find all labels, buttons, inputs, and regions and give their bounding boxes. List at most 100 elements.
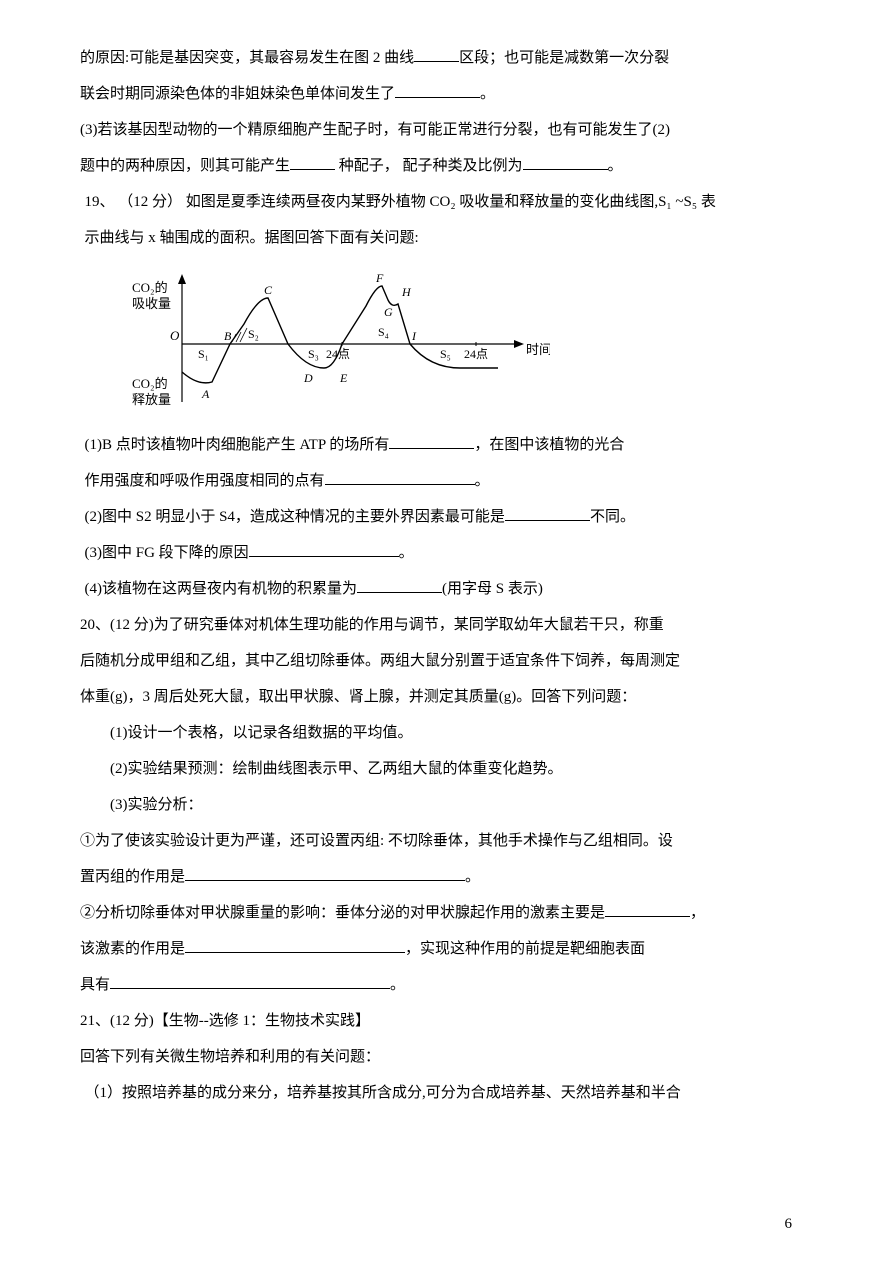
y-axis-arrow — [178, 274, 186, 284]
text: 的原因:可能是基因突变，其最容易发生在图 2 曲线 — [80, 50, 414, 66]
area-s1: S₁ — [198, 347, 209, 361]
q21-title: 21、(12 分)【生物--选修 1：生物技术实践】 — [80, 1003, 812, 1039]
text: 回答下列有关微生物培养和利用的有关问题： — [80, 1049, 380, 1065]
q20-line-2: 后随机分成甲组和乙组，其中乙组切除垂体。两组大鼠分别置于适宜条件下饲养，每周测定 — [80, 643, 812, 679]
pt-H: H — [401, 285, 412, 299]
text: 。 — [480, 86, 495, 102]
y-top-label-2: 吸收量 — [132, 296, 171, 311]
q19-2: (2)图中 S2 明显小于 S4，造成这种情况的主要外界因素最可能是 不同。 — [80, 499, 812, 535]
q20-sub-3: (3)实验分析： — [80, 787, 812, 823]
pt-I: I — [411, 329, 417, 343]
blank-segment — [414, 44, 459, 62]
blank-equal-points — [325, 467, 475, 485]
blank-factor — [505, 503, 590, 521]
blank-receptor — [110, 971, 390, 989]
text: 具有 — [80, 977, 110, 993]
text: 联会时期同源染色体的非姐妹染色单体间发生了 — [80, 86, 395, 102]
text: 体重(g)，3 周后处死大鼠，取出甲状腺、肾上腺，并测定其质量(g)。回答下列问… — [80, 689, 636, 705]
text: 该激素的作用是 — [80, 941, 185, 957]
blank-hormone — [605, 899, 690, 917]
tick-label-24-1: 24点 — [326, 347, 350, 361]
pt-G: G — [384, 305, 393, 319]
x-axis-label: 时间 — [526, 342, 550, 357]
area-s3: S₃ — [308, 347, 319, 361]
q20-analysis-1b: 置丙组的作用是 。 — [80, 859, 812, 895]
q20-sub-2: (2)实验结果预测：绘制曲线图表示甲、乙两组大鼠的体重变化趋势。 — [80, 751, 812, 787]
text: (3)图中 FG 段下降的原因 — [85, 545, 249, 561]
q19-3: (3)图中 FG 段下降的原因 。 — [80, 535, 812, 571]
q19-line-2: 示曲线与 x 轴围成的面积。据图回答下面有关问题: — [80, 220, 812, 256]
blank-ratio — [523, 152, 608, 170]
text: 不同。 — [590, 509, 635, 525]
text: 21、(12 分)【生物--选修 1：生物技术实践】 — [80, 1013, 370, 1029]
pt-D: D — [303, 371, 313, 385]
blank-control-purpose — [185, 863, 465, 881]
q19-1a: (1)B 点时该植物叶肉细胞能产生 ATP 的场所有 ，在图中该植物的光合 — [80, 427, 812, 463]
text: ， — [690, 905, 705, 921]
text: ，实现这种作用的前提是靶细胞表面 — [405, 941, 645, 957]
text: 。 — [399, 545, 414, 561]
co2-graph-svg: CO₂的 吸收量 CO₂的 释放量 O 时间 S₁ S₂ S₃ S₄ S₅ 24… — [120, 264, 550, 419]
q20-analysis-2b: 该激素的作用是 ，实现这种作用的前提是靶细胞表面 — [80, 931, 812, 967]
co2-graph: CO₂的 吸收量 CO₂的 释放量 O 时间 S₁ S₂ S₃ S₄ S₅ 24… — [120, 264, 550, 419]
blank-function — [185, 935, 405, 953]
text: （1）按照培养基的成分来分，培养基按其所含成分,可分为合成培养基、天然培养基和半… — [85, 1085, 681, 1101]
q19-4: (4)该植物在这两昼夜内有机物的积累量为 (用字母 S 表示) — [80, 571, 812, 607]
text: ②分析切除垂体对甲状腺重量的影响：垂体分泌的对甲状腺起作用的激素主要是 — [80, 905, 605, 921]
q20-analysis-1a: ①为了使该实验设计更为严谨，还可设置丙组: 不切除垂体，其他手术操作与乙组相同。… — [80, 823, 812, 859]
q20-sub-1: (1)设计一个表格，以记录各组数据的平均值。 — [80, 715, 812, 751]
y-bot-label-1: CO₂的 — [132, 376, 168, 391]
text: (2)图中 S2 明显小于 S4，造成这种情况的主要外界因素最可能是 — [85, 509, 505, 525]
pt-F: F — [375, 271, 384, 285]
pt-E: E — [339, 371, 348, 385]
text: 。 — [475, 473, 490, 489]
text: 后随机分成甲组和乙组，其中乙组切除垂体。两组大鼠分别置于适宜条件下饲养，每周测定 — [80, 653, 680, 669]
blank-fg-reason — [249, 539, 399, 557]
q21-intro: 回答下列有关微生物培养和利用的有关问题： — [80, 1039, 812, 1075]
text: 区段；也可能是减数第一次分裂 — [459, 50, 669, 66]
pt-A: A — [201, 387, 210, 401]
text: (1)设计一个表格，以记录各组数据的平均值。 — [110, 725, 413, 741]
text: (用字母 S 表示) — [442, 581, 543, 597]
x-axis-arrow — [514, 340, 524, 348]
text: 题中的两种原因，则其可能产生 — [80, 158, 290, 174]
text: 。 — [608, 158, 623, 174]
text: ，在图中该植物的光合 — [474, 437, 624, 453]
origin-label: O — [170, 328, 180, 343]
text: (3)若该基因型动物的一个精原细胞产生配子时，有可能正常进行分裂，也有可能发生了… — [80, 122, 670, 138]
pt-B: B — [224, 329, 232, 343]
exam-line-4: 题中的两种原因，则其可能产生 种配子， 配子种类及比例为 。 — [80, 148, 812, 184]
text: (4)该植物在这两昼夜内有机物的积累量为 — [85, 581, 358, 597]
text: (3)实验分析： — [110, 797, 203, 813]
exam-line-3: (3)若该基因型动物的一个精原细胞产生配子时，有可能正常进行分裂，也有可能发生了… — [80, 112, 812, 148]
area-s2: S₂ — [248, 327, 259, 341]
q20-line-1: 20、(12 分)为了研究垂体对机体生理功能的作用与调节，某同学取幼年大鼠若干只… — [80, 607, 812, 643]
tick-label-24-2: 24点 — [464, 347, 488, 361]
q19-1b: 作用强度和呼吸作用强度相同的点有 。 — [80, 463, 812, 499]
y-top-label-1: CO₂的 — [132, 280, 168, 295]
text: ①为了使该实验设计更为严谨，还可设置丙组: 不切除垂体，其他手术操作与乙组相同。… — [80, 833, 673, 849]
text: 种配子， 配子种类及比例为 — [335, 158, 523, 174]
blank-accumulation — [357, 575, 442, 593]
text: 示曲线与 x 轴围成的面积。据图回答下面有关问题: — [85, 230, 419, 246]
text: (2)实验结果预测：绘制曲线图表示甲、乙两组大鼠的体重变化趋势。 — [110, 761, 563, 777]
q21-sub-1: （1）按照培养基的成分来分，培养基按其所含成分,可分为合成培养基、天然培养基和半… — [80, 1075, 812, 1111]
text: 。 — [390, 977, 405, 993]
q20-analysis-2a: ②分析切除垂体对甲状腺重量的影响：垂体分泌的对甲状腺起作用的激素主要是 ， — [80, 895, 812, 931]
text: 置丙组的作用是 — [80, 869, 185, 885]
y-bot-label-2: 释放量 — [132, 392, 171, 407]
text: 20、(12 分)为了研究垂体对机体生理功能的作用与调节，某同学取幼年大鼠若干只… — [80, 617, 664, 633]
area-s4: S₄ — [378, 325, 389, 339]
exam-line-1: 的原因:可能是基因突变，其最容易发生在图 2 曲线 区段；也可能是减数第一次分裂 — [80, 40, 812, 76]
text: 作用强度和呼吸作用强度相同的点有 — [85, 473, 325, 489]
q20-analysis-2c: 具有 。 — [80, 967, 812, 1003]
blank-count — [290, 152, 335, 170]
area-s5: S₅ — [440, 347, 451, 361]
text: 19、 （12 分） 如图是夏季连续两昼夜内某野外植物 CO₂ 吸收量和释放量的… — [85, 194, 716, 210]
text: (1)B 点时该植物叶肉细胞能产生 ATP 的场所有 — [85, 437, 390, 453]
text: 。 — [465, 869, 480, 885]
page-number: 6 — [785, 1206, 793, 1242]
blank-atp-place — [389, 431, 474, 449]
q19-line-1: 19、 （12 分） 如图是夏季连续两昼夜内某野外植物 CO₂ 吸收量和释放量的… — [80, 184, 812, 220]
pt-C: C — [264, 283, 273, 297]
